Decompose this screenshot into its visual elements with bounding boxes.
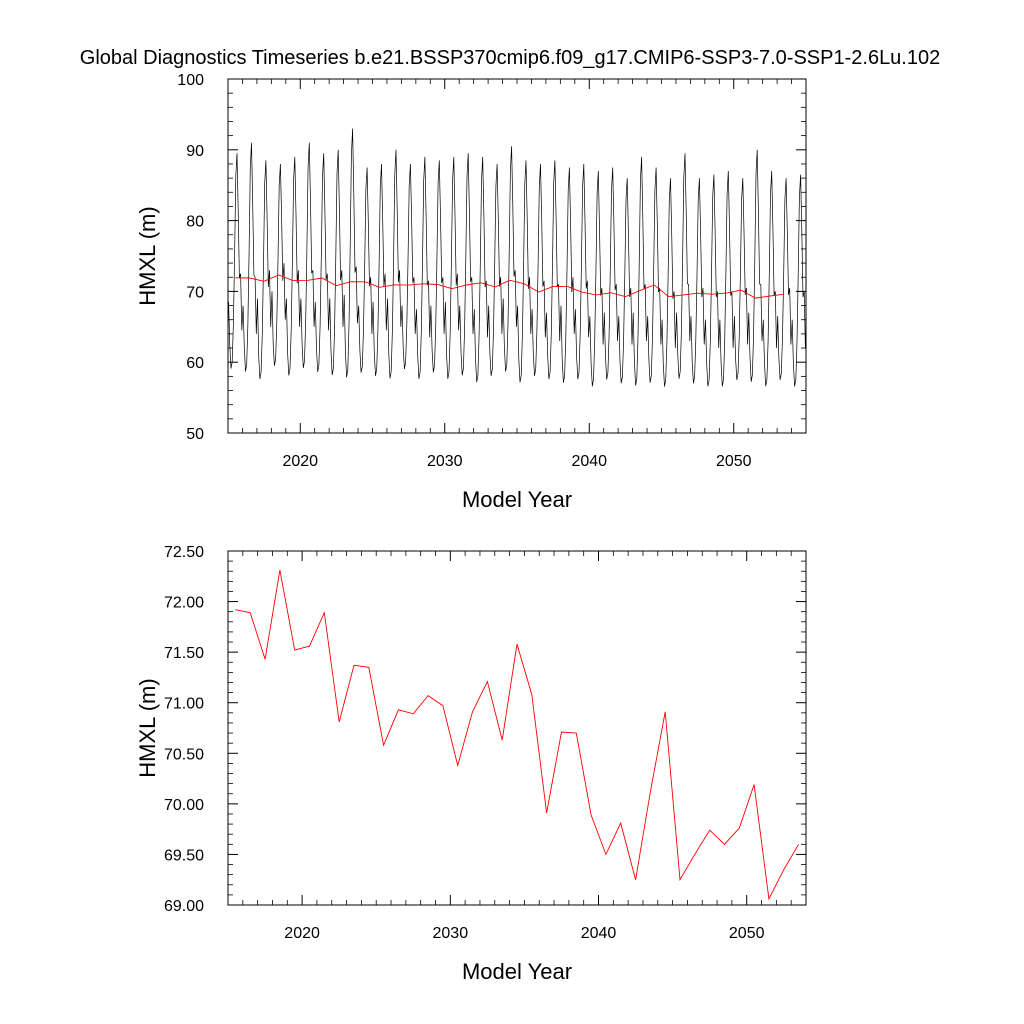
y-tick-label: 70.50 (164, 746, 204, 763)
top-x-axis-label: Model Year (462, 487, 572, 512)
monthly-series-line (228, 128, 806, 387)
y-tick-label: 60 (186, 355, 204, 372)
top-panel: 2020 2030 2040 2050 50 60 70 80 90 100 Model Year… (135, 72, 807, 512)
bottom-plot-frame (227, 550, 807, 906)
y-tick-label: 72.50 (164, 544, 204, 561)
y-tick-label: 100 (177, 72, 204, 89)
x-tick-label: 2050 (729, 925, 765, 942)
y-tick-label: 72.00 (164, 595, 204, 612)
annual-mean-series-line (235, 274, 785, 299)
x-tick-label: 2030 (433, 925, 469, 942)
y-tick-label: 90 (186, 143, 204, 160)
x-tick-label: 2020 (282, 453, 318, 470)
y-tick-label: 69.00 (164, 898, 204, 915)
figure-title: Global Diagnostics Timeseries b.e21.BSSP… (80, 47, 940, 69)
y-tick-label: 70 (186, 284, 204, 301)
top-plot-frame (227, 78, 807, 434)
y-tick-label: 71.00 (164, 696, 204, 713)
x-tick-label: 2030 (427, 453, 463, 470)
x-tick-label: 2050 (716, 453, 752, 470)
y-tick-label: 70.00 (164, 797, 204, 814)
bottom-y-axis-label: HMXL (m) (135, 678, 160, 777)
bottom-panel: 2020 2030 2040 2050 69.00 69.50 70.00 70.50 71.0… (135, 544, 807, 984)
y-tick-label: 50 (186, 426, 204, 443)
x-tick-label: 2040 (581, 925, 617, 942)
x-tick-label: 2040 (571, 453, 607, 470)
y-tick-label: 71.50 (164, 645, 204, 662)
y-tick-label: 69.50 (164, 847, 204, 864)
x-tick-label: 2020 (284, 925, 320, 942)
y-tick-label: 80 (186, 214, 204, 231)
bottom-x-axis-label: Model Year (462, 959, 572, 984)
top-y-axis-label: HMXL (m) (135, 206, 160, 305)
annual-mean-series-line (235, 570, 799, 901)
